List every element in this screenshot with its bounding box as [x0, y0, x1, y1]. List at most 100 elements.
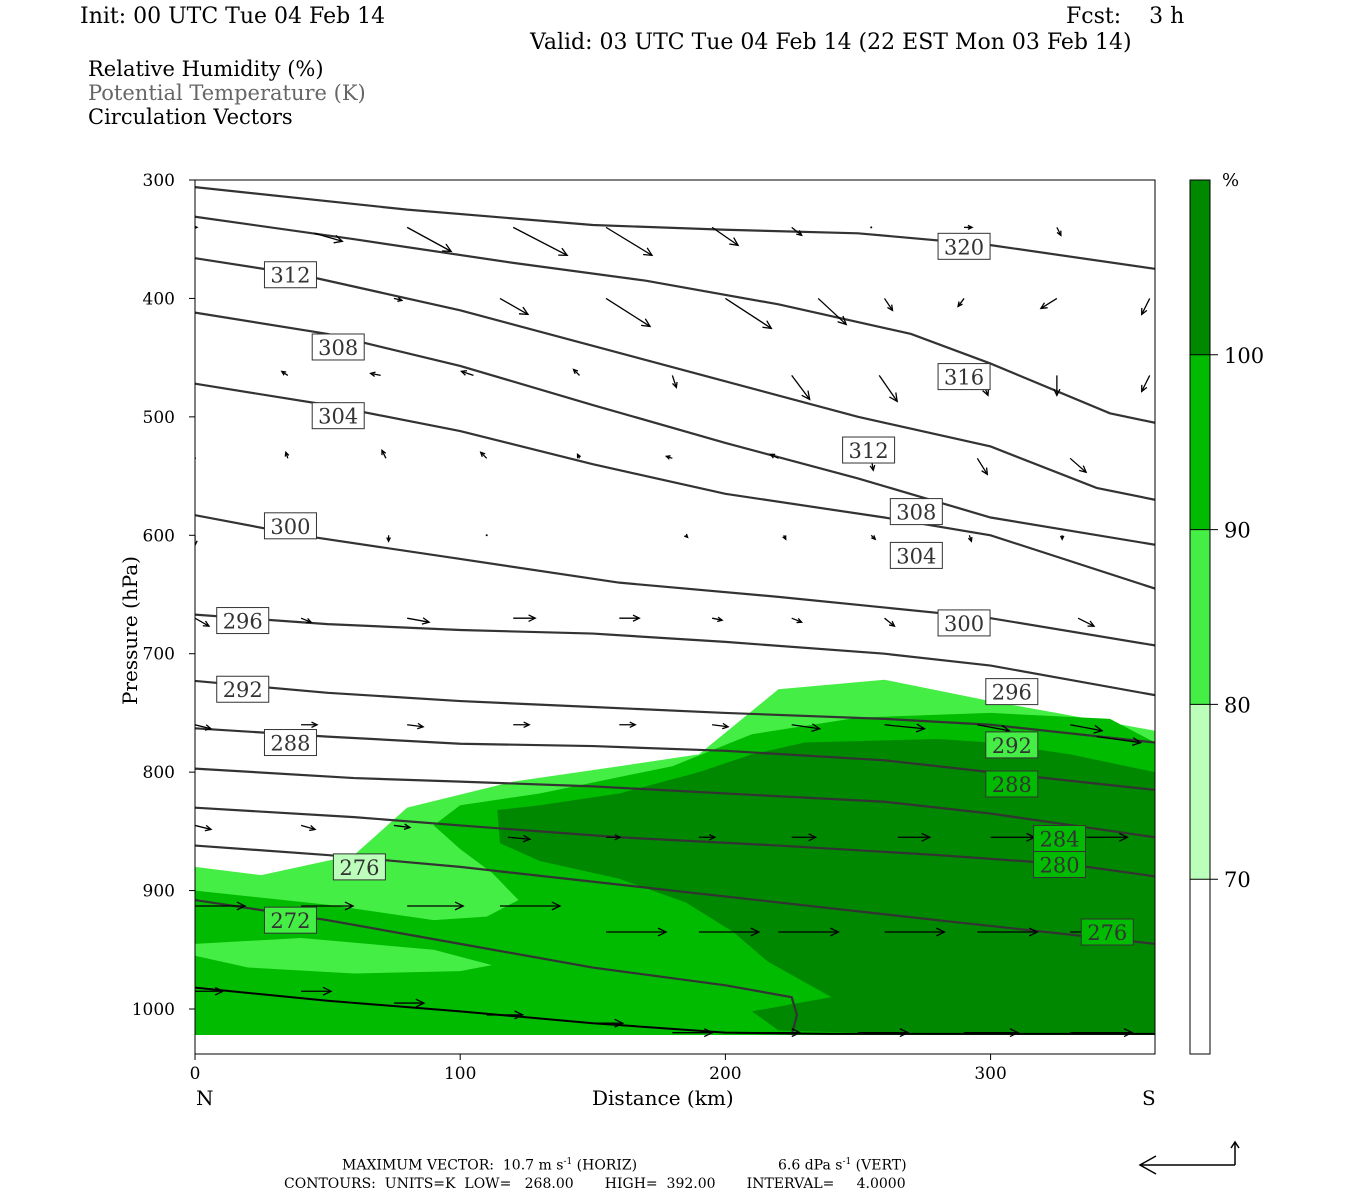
circulation-vector	[698, 833, 717, 841]
circulation-vector	[870, 226, 873, 229]
theta-label: 312	[263, 261, 317, 289]
theta-label: 288	[263, 729, 317, 757]
theta-label: 288	[985, 770, 1039, 798]
theta-label: 320	[937, 232, 991, 260]
circulation-vector	[1096, 735, 1143, 747]
theta-label: 296	[216, 607, 270, 635]
theta-label-text: 312	[849, 439, 889, 463]
circulation-vector	[664, 455, 673, 460]
theta-label-text: 284	[1039, 827, 1079, 851]
circulation-vector	[897, 832, 932, 842]
colorbar-segment	[1190, 529, 1210, 705]
colorbar-segment	[1190, 354, 1210, 530]
theta-label: 284	[1033, 824, 1087, 852]
theta-label: 300	[263, 512, 317, 540]
theta-label: 312	[842, 436, 896, 464]
theta-label-text: 312	[270, 264, 310, 288]
max-vector-horiz: MAXIMUM VECTOR: 10.7 m s-1 (HORIZ)	[342, 1157, 638, 1174]
circulation-vector	[479, 451, 488, 459]
circulation-vector	[698, 927, 761, 937]
circulation-vector	[857, 1028, 910, 1038]
circulation-vector	[407, 901, 465, 911]
circulation-vector	[1056, 227, 1062, 237]
theta-label-text: 292	[223, 678, 263, 702]
circulation-vector	[195, 824, 213, 832]
theta-label-text: 308	[896, 501, 936, 525]
circulation-vector	[1077, 617, 1096, 627]
rh-shading	[195, 679, 1155, 1036]
circulation-vector	[967, 535, 973, 543]
circulation-vector	[369, 371, 381, 377]
circulation-vector	[499, 297, 530, 316]
circulation-vector	[407, 617, 431, 625]
theta-contour-284	[195, 767, 1155, 839]
circulation-vector	[778, 927, 840, 937]
circulation-vector	[671, 375, 678, 389]
colorbar-segment	[1190, 704, 1210, 880]
theta-label-text: 320	[944, 235, 984, 259]
x-tick-label: 100	[444, 1064, 476, 1084]
circulation-vector	[791, 226, 803, 237]
circulation-vector	[195, 901, 247, 911]
circulation-vector	[407, 722, 425, 730]
circulation-vector	[884, 723, 926, 733]
theta-contour-288	[195, 727, 1155, 791]
circulation-vector	[878, 375, 899, 403]
colorbar-label: 70	[1224, 868, 1251, 892]
theta-label: 292	[985, 731, 1039, 759]
colorbar-label: 90	[1224, 519, 1251, 543]
colorbar-unit: %	[1222, 170, 1240, 191]
theta-label-text: 280	[1039, 854, 1079, 878]
theta-label: 308	[889, 498, 943, 526]
circulation-vector	[977, 927, 1039, 937]
forecast-hour: Fcst: 3 h	[1066, 4, 1185, 29]
circulation-vector	[195, 535, 198, 547]
plot-frame	[194, 179, 1156, 1055]
valid-time: Valid: 03 UTC Tue 04 Feb 14 (22 EST Mon …	[530, 30, 1132, 55]
colorbar: 70 80 90 100	[1189, 179, 1264, 1055]
circulation-vector	[393, 823, 412, 831]
y-tick-label: 300	[143, 171, 175, 191]
y-tick-label: 700	[143, 645, 175, 665]
circulation-vector	[301, 721, 319, 729]
circulation-vector	[592, 1018, 625, 1028]
theta-label-text: 304	[896, 544, 936, 568]
x-tick-label: 300	[974, 1064, 1006, 1084]
theta-label-text: 316	[944, 366, 984, 390]
theta-label-text: 308	[318, 336, 358, 360]
theta-contour-300	[195, 514, 1155, 647]
theta-contour-296	[195, 613, 1155, 697]
circulation-vector	[195, 617, 211, 627]
circulation-vector	[576, 452, 582, 459]
circulation-vector	[1070, 724, 1104, 734]
circulation-vector	[1039, 297, 1058, 310]
colorbar-label: 100	[1224, 344, 1264, 368]
theta-label-text: 276	[339, 856, 379, 880]
circulation-vector	[725, 297, 773, 330]
theta-label: 300	[937, 609, 991, 637]
circulation-vector	[1083, 832, 1129, 842]
y-tick-label: 800	[143, 763, 175, 783]
colorbar-label: 80	[1224, 693, 1251, 717]
theta-label-text: 296	[992, 681, 1032, 705]
theta-contour-labels: 320 316 312 312 308 308 304 304 300 300 296 296 292 2…	[216, 232, 1134, 946]
circulation-vector	[393, 998, 426, 1008]
circulation-vector	[751, 1028, 802, 1038]
x-end-label-north: N	[196, 1086, 214, 1110]
y-tick-label: 500	[143, 408, 175, 428]
circulation-vector	[280, 370, 289, 376]
circulation-vector	[1141, 375, 1151, 393]
circulation-vector	[619, 614, 641, 622]
theta-label-text: 272	[270, 909, 310, 933]
circulation-vector	[619, 721, 637, 729]
circulation-vector	[870, 534, 877, 541]
theta-label-text: 300	[270, 515, 310, 539]
circulation-vector	[684, 533, 689, 539]
theta-label-text: 292	[992, 734, 1032, 758]
circulation-vector	[605, 226, 654, 257]
circulation-vector	[883, 298, 894, 312]
max-vector-vert: 6.6 dPa s-1 (VERT)	[778, 1157, 907, 1174]
theta-contour-276	[195, 844, 1155, 945]
circulation-vector	[300, 617, 313, 624]
